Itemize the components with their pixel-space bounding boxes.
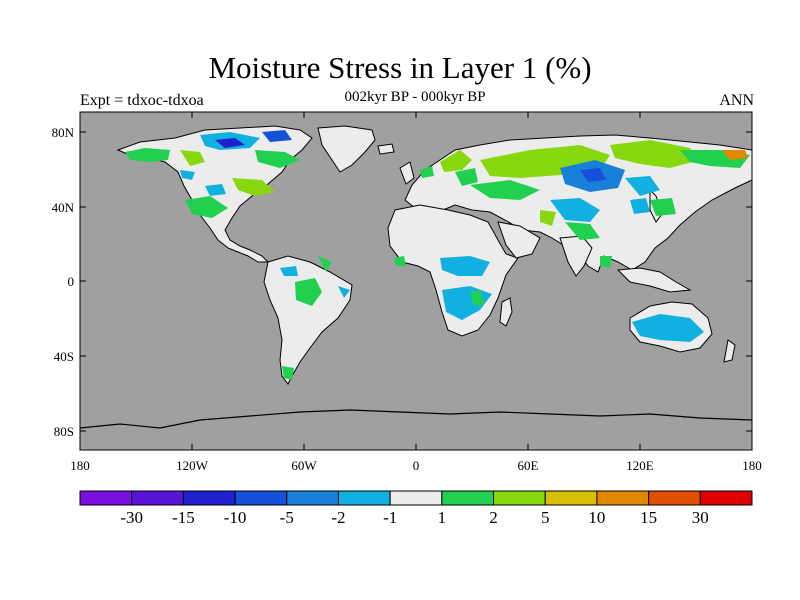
colorbar-swatch [699,490,753,506]
y-tick-label: 80S [54,424,74,439]
anomaly-patch [205,184,226,196]
colorbar-swatch [544,490,598,506]
anomaly-patch [470,180,540,200]
anomaly-patch [262,130,292,142]
colorbar-label: 2 [489,508,498,527]
colorbar-label: -15 [172,508,195,527]
x-tick-label: 60E [518,458,539,473]
colorbar-label: 10 [588,508,605,527]
anomaly-patch [455,168,478,186]
anomaly-patch [610,140,700,168]
british-isles [399,161,415,185]
southeast-asia-islands [616,267,692,293]
anomaly-patch [180,150,205,166]
anomaly-patch [625,176,660,196]
colorbar-swatch [441,490,495,506]
x-tick-label: 120W [176,458,209,473]
colorbar-label: -2 [331,508,345,527]
anomaly-patch [420,166,434,178]
colorbar-label: -1 [383,508,397,527]
anomaly-patch [282,366,294,380]
season-label: ANN [719,92,754,109]
colorbar-label: -5 [280,508,294,527]
anomaly-patch [215,138,245,148]
anomaly-patch [630,198,650,214]
anomaly-patch [125,148,170,162]
greenland [317,125,376,173]
experiment-label: Expt = tdxoc-tdxoa [80,92,204,109]
map-panel [79,111,753,451]
anomaly-patch [280,266,298,276]
anomaly-patch [580,168,606,182]
colorbar-label: 15 [640,508,657,527]
colorbar-label: -10 [224,508,247,527]
anomaly-patch [632,314,704,342]
anomaly-patch [565,222,600,240]
x-tick-label: 0 [413,458,420,473]
anomaly-patch [180,170,195,180]
colorbar-label: 1 [438,508,447,527]
y-tick-label: 40S [54,349,74,364]
anomaly-patch [722,150,748,160]
anomaly-layer [125,130,750,380]
anomaly-patch [550,198,600,222]
colorbar-swatch [234,490,288,506]
x-tick-label: 120E [626,458,654,473]
anomaly-patch [295,278,322,306]
x-tick-label: 60W [291,458,317,473]
colorbar-swatch [596,490,650,506]
anomaly-patch [338,286,350,298]
colorbar-label: 30 [692,508,709,527]
map-subtitle: 002kyr BP - 000kyr BP [344,89,486,105]
colorbar-swatch [493,490,546,506]
colorbar-label: -30 [120,508,143,527]
colorbar-swatch [648,490,701,506]
colorbar-swatch [389,490,443,506]
anomaly-patch [440,150,472,172]
colorbar-label: 5 [541,508,550,527]
x-tick-label: 180 [70,458,90,473]
anomaly-patch [470,290,484,306]
new-zealand [723,339,736,363]
arabia [497,221,541,259]
anomaly-patch [440,256,490,276]
anomaly-patch [394,256,406,266]
anomaly-patch [600,256,612,268]
colorbar-swatch [131,490,184,506]
madagascar [499,297,513,327]
map-title: Moisture Stress in Layer 1 (%) [208,50,592,85]
colorbar: -30 -15 -10 -5 -2 -1 1 2 5 10 15 30 [79,490,753,527]
latitude-axis: 80N 40N 0 40S 80S [52,125,752,439]
south-america [263,255,353,385]
y-tick-label: 40N [52,200,75,215]
colorbar-swatch [286,490,339,506]
colorbar-swatch [337,490,391,506]
longitude-axis: 180 120W 60W 0 60E 120E 180 [70,112,762,473]
colorbar-swatch [182,490,236,506]
y-tick-label: 80N [52,125,75,140]
antarctica-coast [79,409,753,429]
anomaly-patch [255,150,300,168]
anomaly-patch [232,178,275,196]
y-tick-label: 0 [68,274,75,289]
anomaly-patch [540,210,556,226]
anomaly-patch [318,256,332,272]
iceland [377,143,395,155]
colorbar-swatch [79,490,133,506]
anomaly-patch [185,196,228,218]
anomaly-patch [650,198,676,216]
x-tick-label: 180 [742,458,762,473]
